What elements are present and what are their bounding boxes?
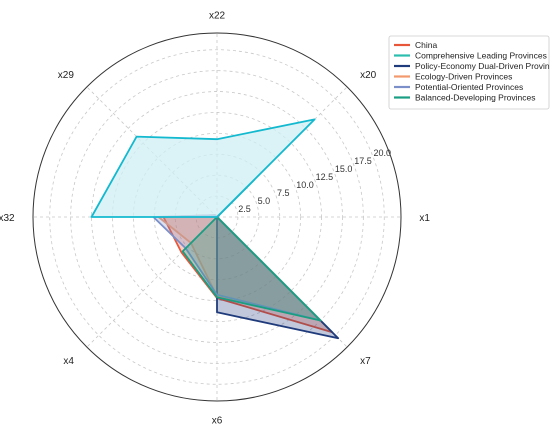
r-tick-label: 7.5 bbox=[277, 188, 290, 198]
axis-label-x29: x29 bbox=[58, 70, 75, 81]
series-area-balanced-developing-provinces bbox=[182, 179, 321, 321]
outer-frame bbox=[32, 32, 402, 402]
radial-tick-labels: 2.5 5.0 7.5 10.012.515.017.520.0 bbox=[238, 148, 391, 214]
grid-circle-3 bbox=[132, 132, 302, 302]
r-tick-label: 5.0 bbox=[258, 196, 271, 206]
axis-label-x4: x4 bbox=[63, 356, 74, 367]
r-tick-label: 2.5 bbox=[238, 204, 251, 214]
axis-label-x6: x6 bbox=[212, 415, 223, 426]
grid-circle-1 bbox=[174, 174, 260, 260]
axis-label-x1: x1 bbox=[419, 213, 430, 224]
series-area-potential-oriented-provinces bbox=[153, 215, 321, 321]
r-tick-label: 15.0 bbox=[335, 164, 353, 174]
legend-frame bbox=[388, 35, 550, 110]
r-tick-label: 12.5 bbox=[316, 172, 334, 182]
r-tick-label: 17.5 bbox=[354, 156, 372, 166]
axis-label-x20: x20 bbox=[360, 70, 377, 81]
grid-circle-7 bbox=[49, 49, 385, 385]
axis-label-x32: x32 bbox=[0, 213, 15, 224]
legend-label: Potential-Oriented Provinces bbox=[415, 82, 523, 92]
radar-series bbox=[90, 118, 340, 340]
grid-circle-5 bbox=[91, 91, 343, 343]
legend-label: Ecology-Driven Provinces bbox=[415, 72, 512, 82]
legend-label: Comprehensive Leading Provinces bbox=[415, 51, 547, 61]
legend-label: Balanced-Developing Provinces bbox=[415, 93, 536, 103]
angular-axis-labels: x1 x20 x22 x29 x32 x4 x6 x7 bbox=[0, 11, 430, 427]
series-area-policy-economy-dual-driven-provinces bbox=[217, 187, 339, 339]
legend-label: Policy-Economy Dual-Driven Provinces bbox=[415, 61, 550, 71]
r-tick-label: 20.0 bbox=[374, 148, 392, 158]
legend-label: China bbox=[415, 40, 437, 50]
series-line-unlabeled bbox=[90, 118, 316, 218]
axis-label-x7: x7 bbox=[360, 356, 371, 367]
series-area-ecology-driven-provinces bbox=[158, 215, 321, 321]
series-area-china bbox=[163, 215, 333, 333]
axis-label-x22: x22 bbox=[209, 11, 226, 22]
series-area-unlabeled bbox=[91, 119, 315, 217]
r-tick-label: 10.0 bbox=[296, 180, 314, 190]
